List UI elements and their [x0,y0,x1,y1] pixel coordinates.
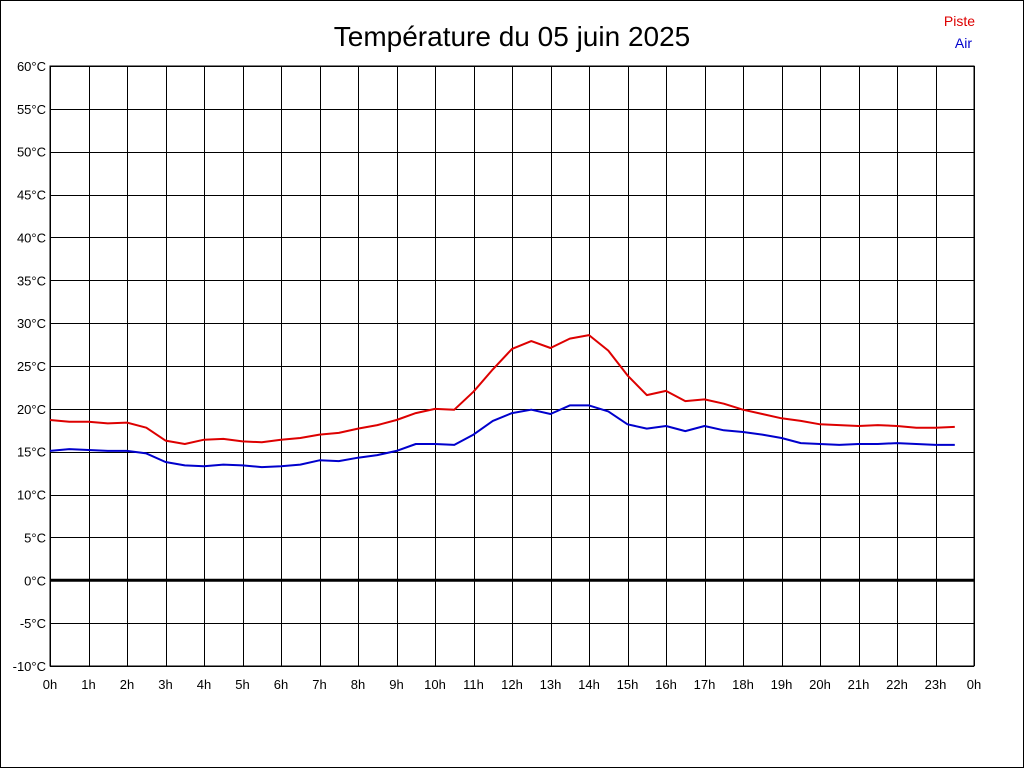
x-tick-label: 12h [501,677,523,692]
x-tick-label: 15h [617,677,639,692]
x-tick-label: 0h [43,677,57,692]
y-tick-label: 15°C [17,445,46,460]
x-tick-label: 17h [694,677,716,692]
series-line-piste [49,334,955,445]
x-tick-label: 6h [274,677,288,692]
x-tick-label: 22h [886,677,908,692]
y-tick-label: -10°C [13,659,46,674]
y-tick-label: 40°C [17,230,46,245]
y-tick-label: -5°C [20,616,46,631]
x-tick-labels: 0h 1h 2h 3h 4h 5h 6h 7h 8h 9h 10h 11h 12h 13h 14h 15h 16… [43,677,981,692]
x-tick-label: 21h [848,677,870,692]
y-tick-label: 55°C [17,102,46,117]
x-tick-label: 10h [424,677,446,692]
x-tick-label: 16h [655,677,677,692]
x-tick-label: 8h [351,677,365,692]
x-tick-label: 23h [925,677,947,692]
x-tick-label: 13h [540,677,562,692]
x-tick-label: 4h [197,677,211,692]
y-tick-label: 60°C [17,59,46,74]
y-tick-label: 10°C [17,488,46,503]
y-tick-label: 0°C [24,573,46,588]
legend-piste: Piste [944,13,975,29]
y-tick-label: 25°C [17,359,46,374]
x-tick-label: 5h [235,677,249,692]
y-tick-label: 5°C [24,530,46,545]
x-tick-label: 19h [771,677,793,692]
x-tick-label: 18h [732,677,754,692]
x-tick-label: 14h [578,677,600,692]
series-lines [49,334,955,469]
legend-air: Air [955,35,972,51]
x-tick-label: 7h [312,677,326,692]
x-tick-label: 3h [158,677,172,692]
x-tick-label: 20h [809,677,831,692]
x-tick-label: 2h [120,677,134,692]
y-tick-labels: 60°C 55°C 50°C 45°C 40°C 35°C 30°C 25°C 20°C 15°C… [13,59,46,674]
chart-title: Température du 05 juin 2025 [334,21,690,52]
y-tick-label: 30°C [17,316,46,331]
x-tick-label: 9h [389,677,403,692]
grid [49,65,975,667]
x-tick-label: 1h [81,677,95,692]
y-tick-label: 35°C [17,273,46,288]
x-tick-label: 0h [967,677,981,692]
y-tick-label: 20°C [17,402,46,417]
y-tick-label: 50°C [17,145,46,160]
series-line-air [49,404,955,469]
x-tick-label: 11h [463,677,484,692]
y-tick-label: 45°C [17,188,46,203]
